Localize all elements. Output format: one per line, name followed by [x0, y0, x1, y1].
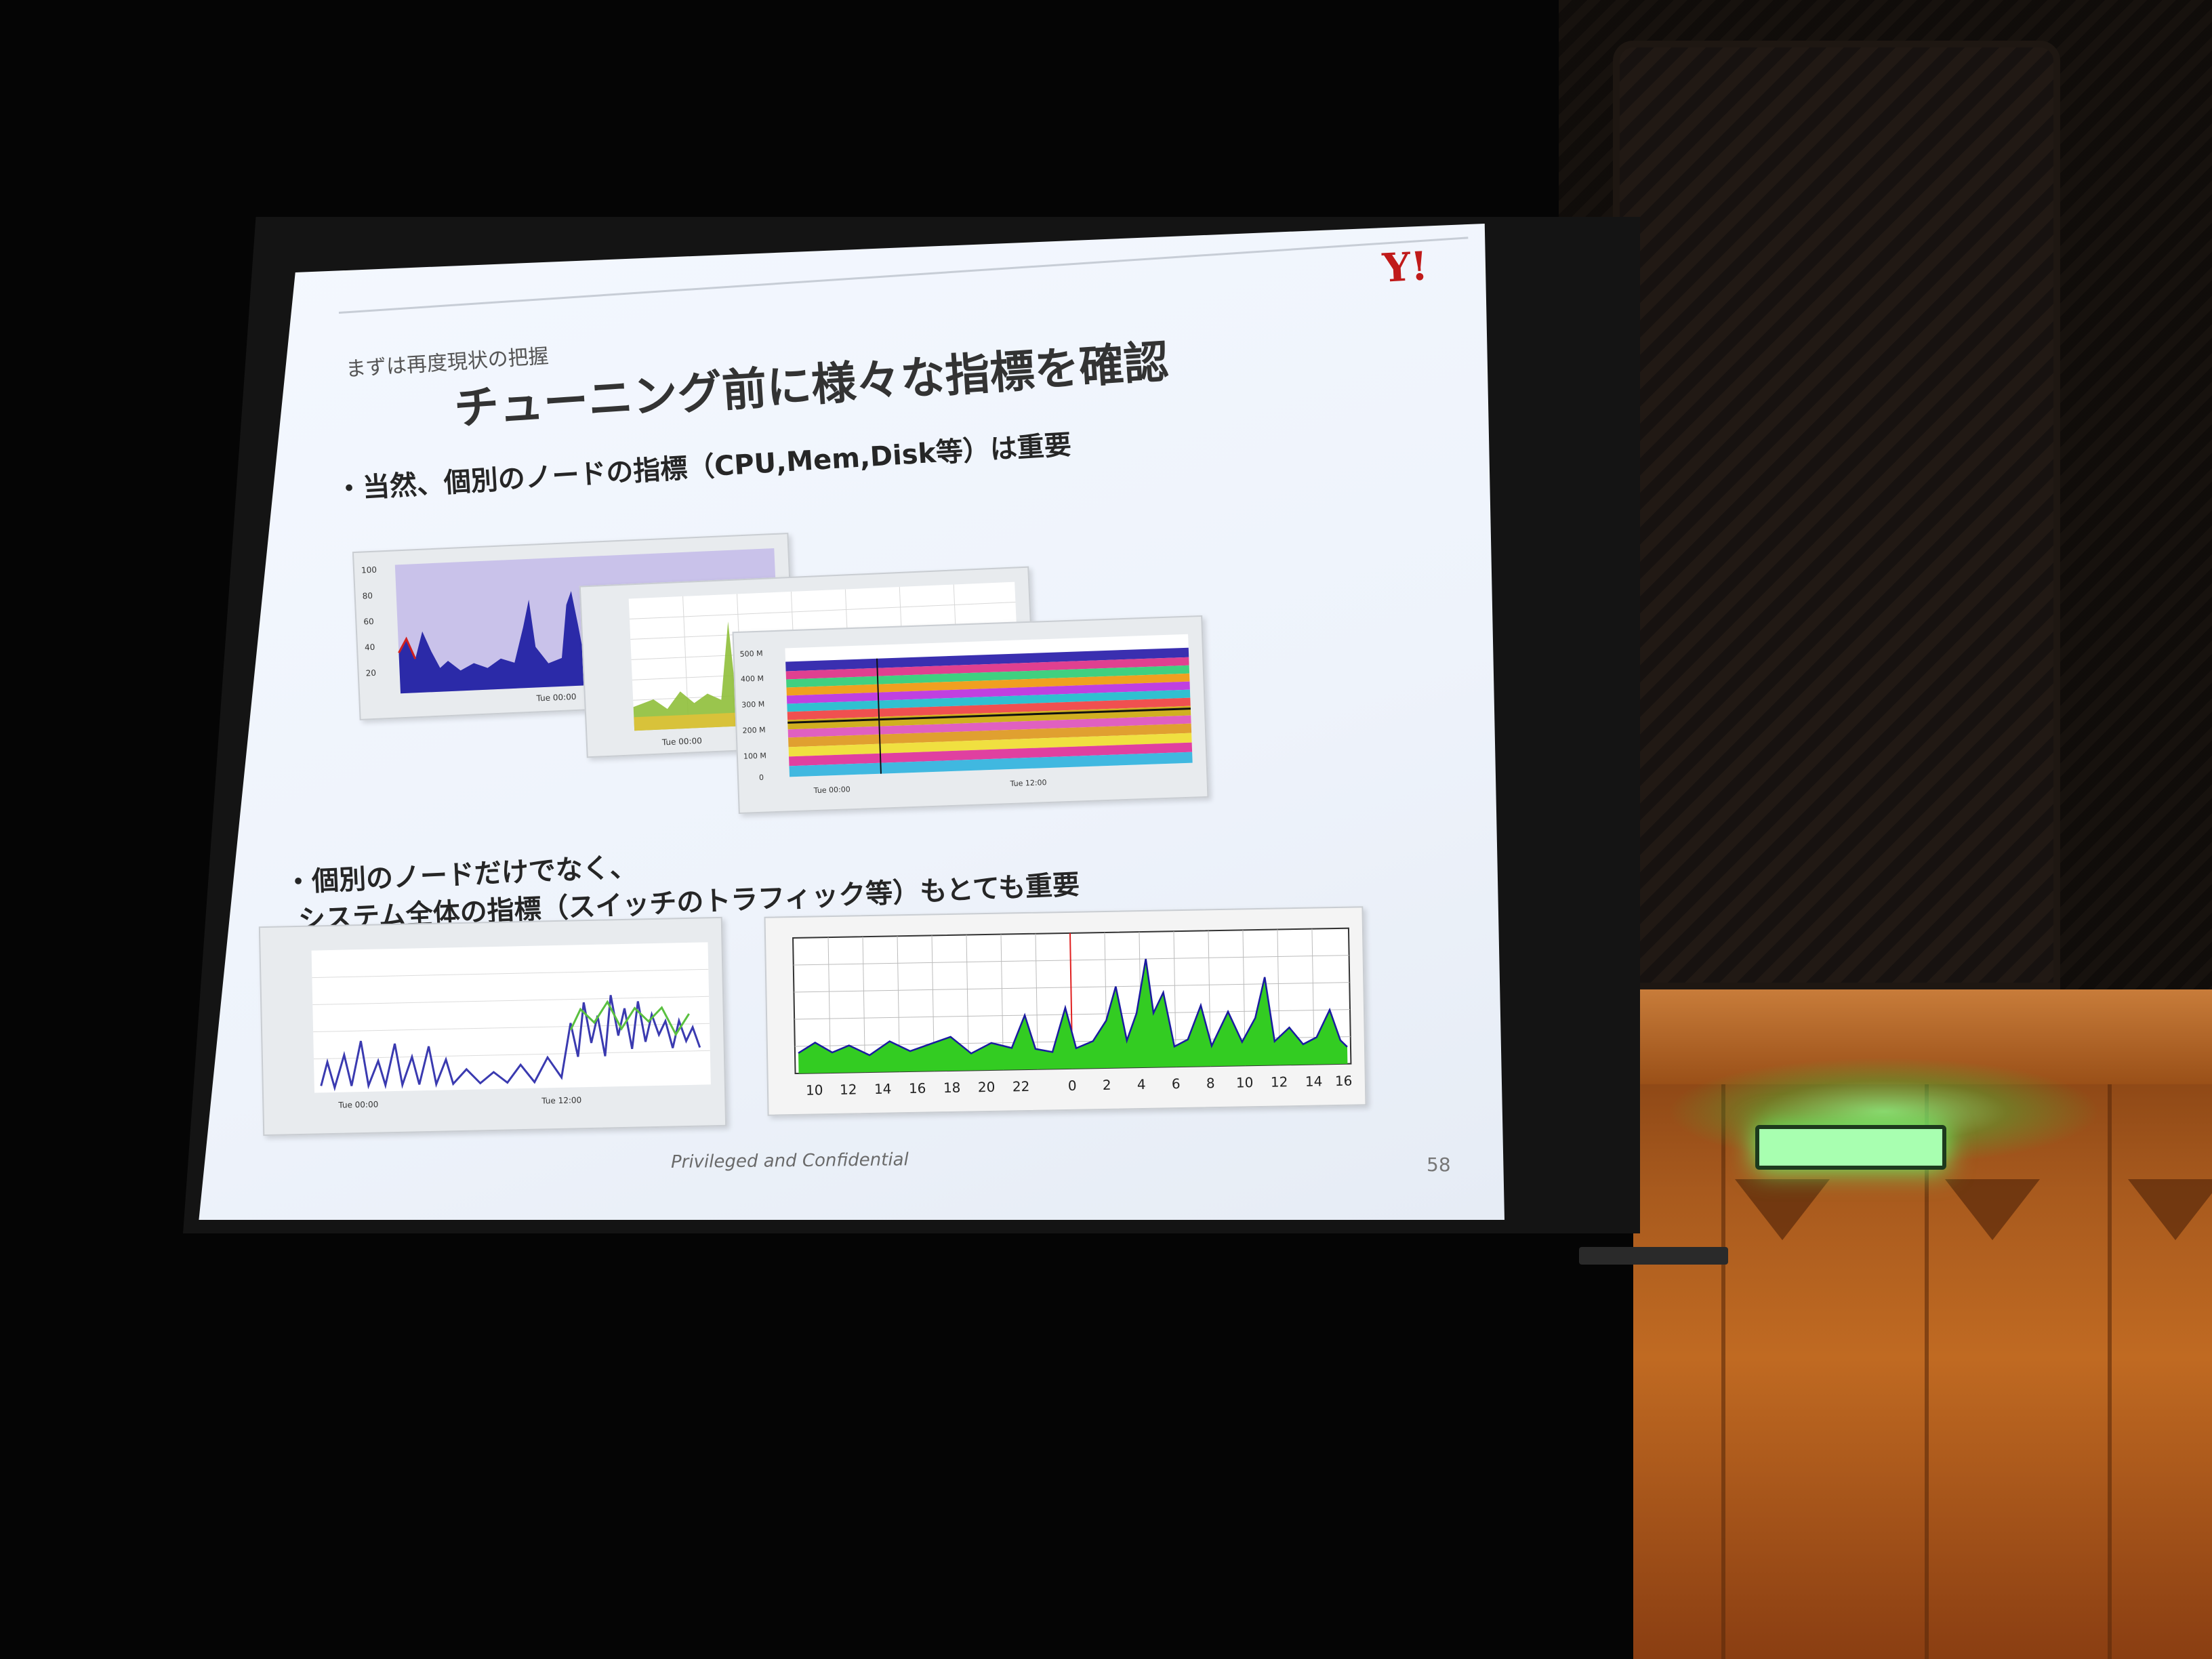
switch-traffic-graph-svg: 10 12 14 16 18 20 22 0 2 4 6 8 10 12 [792, 927, 1353, 1099]
traffic-tick-x: 0 [1068, 1078, 1077, 1094]
disk-tick-y: 300 M [741, 700, 764, 710]
exit-sign [1755, 1125, 1946, 1170]
switch-traffic-graph: 10 12 14 16 18 20 22 0 2 4 6 8 10 12 [764, 906, 1367, 1116]
network-graph-svg: Tue 00:00 Tue 12:00 [311, 942, 711, 1110]
disk-stacked-bands [785, 647, 1193, 777]
slide-title: チューニング前に様々な指標を確認 [452, 335, 1170, 435]
cpu-tick-y: 40 [365, 642, 375, 653]
traffic-tick-x: 20 [978, 1079, 996, 1095]
disk-tick-y: 0 [759, 773, 764, 782]
wood-ornament [1735, 1179, 1830, 1240]
cpu-tick-x: Tue 00:00 [535, 692, 576, 703]
disk-tick-y: 100 M [743, 752, 766, 761]
wall-arch-panel [1613, 41, 2060, 989]
traffic-tick-x: 10 [806, 1082, 823, 1098]
traffic-tick-x: 16 [1335, 1073, 1353, 1089]
traffic-tick-x: 2 [1103, 1077, 1111, 1093]
network-graph: Tue 00:00 Tue 12:00 [258, 916, 727, 1136]
yahoo-logo: Y! [1381, 243, 1429, 291]
disk-tick-y: 400 M [741, 674, 764, 684]
traffic-tick-x: 14 [874, 1080, 892, 1097]
cpu-tick-y: 60 [363, 617, 374, 627]
disk-graph-svg: 500 M 400 M 300 M 200 M 100 M 0 Tue 00:0… [739, 634, 1193, 795]
traffic-tick-x: 16 [909, 1080, 926, 1097]
network-tick-x: Tue 12:00 [541, 1095, 581, 1105]
wood-ornament [1945, 1179, 2040, 1240]
memory-tick-x: Tue 00:00 [661, 736, 702, 747]
disk-tick-x: Tue 12:00 [1009, 778, 1046, 788]
disk-graph: 500 M 400 M 300 M 200 M 100 M 0 Tue 00:0… [732, 615, 1209, 815]
wood-ornament [2128, 1179, 2212, 1240]
traffic-tick-x: 10 [1236, 1074, 1254, 1090]
disk-tick-x: Tue 00:00 [813, 785, 851, 795]
traffic-tick-x: 18 [943, 1080, 961, 1096]
page-number: 58 [1427, 1153, 1451, 1176]
traffic-tick-x: 8 [1206, 1075, 1215, 1091]
traffic-tick-x: 4 [1137, 1076, 1146, 1092]
disk-tick-y: 500 M [739, 649, 762, 659]
cpu-tick-y: 80 [362, 591, 373, 601]
slide-background: Y! まずは再度現状の把握 チューニング前に様々な指標を確認 ・当然、個別のノー… [199, 224, 1504, 1220]
wood-seam [1925, 1084, 1929, 1659]
projected-slide: Y! まずは再度現状の把握 チューニング前に様々な指標を確認 ・当然、個別のノー… [199, 224, 1504, 1220]
wood-seam [1721, 1084, 1725, 1659]
cpu-tick-y: 100 [361, 565, 377, 575]
traffic-tick-x: 12 [1271, 1073, 1288, 1090]
cpu-tick-y: 20 [365, 668, 376, 678]
screen-rod [1579, 1247, 1728, 1265]
traffic-tick-x: 6 [1172, 1076, 1181, 1092]
traffic-tick-x: 14 [1305, 1073, 1323, 1089]
wood-seam [2108, 1084, 2112, 1659]
bullet-node-metrics: ・当然、個別のノードの指標（CPU,Mem,Disk等）は重要 [334, 429, 1073, 506]
network-tick-x: Tue 00:00 [337, 1100, 378, 1110]
slide-footer: Privileged and Confidential [670, 1149, 909, 1172]
traffic-tick-x: 22 [1012, 1078, 1030, 1094]
disk-tick-y: 200 M [742, 726, 765, 735]
traffic-tick-x: 12 [840, 1081, 857, 1097]
